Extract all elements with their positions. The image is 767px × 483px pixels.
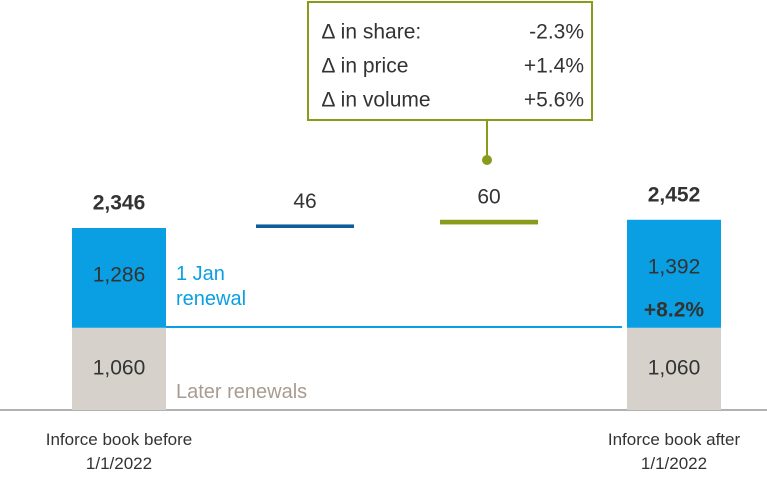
bar-segment	[72, 228, 166, 328]
total-label: 2,452	[648, 183, 701, 206]
x-tick-label: Inforce book before 1/1/2022	[45, 430, 193, 473]
callout-label: ∆ in price	[322, 55, 408, 78]
x-tick-label: Inforce book after 1/1/2022	[607, 430, 741, 473]
change-bar	[256, 224, 354, 229]
callout-value: +5.6%	[524, 89, 584, 112]
change-label: 60	[477, 185, 500, 208]
series-label: 1 Jan renewal	[176, 263, 247, 310]
change-label: 46	[293, 190, 316, 213]
callout-value: -2.3%	[529, 21, 584, 44]
value-label: 1,060	[93, 356, 146, 379]
callout-dot	[482, 155, 492, 165]
callout-value: +1.4%	[524, 55, 584, 78]
change-bar	[440, 219, 538, 225]
growth-label: +8.2%	[644, 299, 704, 322]
callout-box	[307, 1, 593, 121]
callout-label: ∆ in share:	[322, 21, 421, 44]
bar-segment	[627, 219, 721, 328]
callout-label: ∆ in volume	[322, 89, 431, 112]
value-label: 1,286	[93, 264, 146, 287]
value-label: 1,060	[648, 356, 701, 379]
series-label: Later renewals	[176, 381, 308, 403]
total-label: 2,346	[93, 192, 146, 215]
bar-segment	[627, 327, 721, 410]
value-label: 1,392	[648, 255, 701, 278]
bar-segment	[72, 327, 166, 410]
